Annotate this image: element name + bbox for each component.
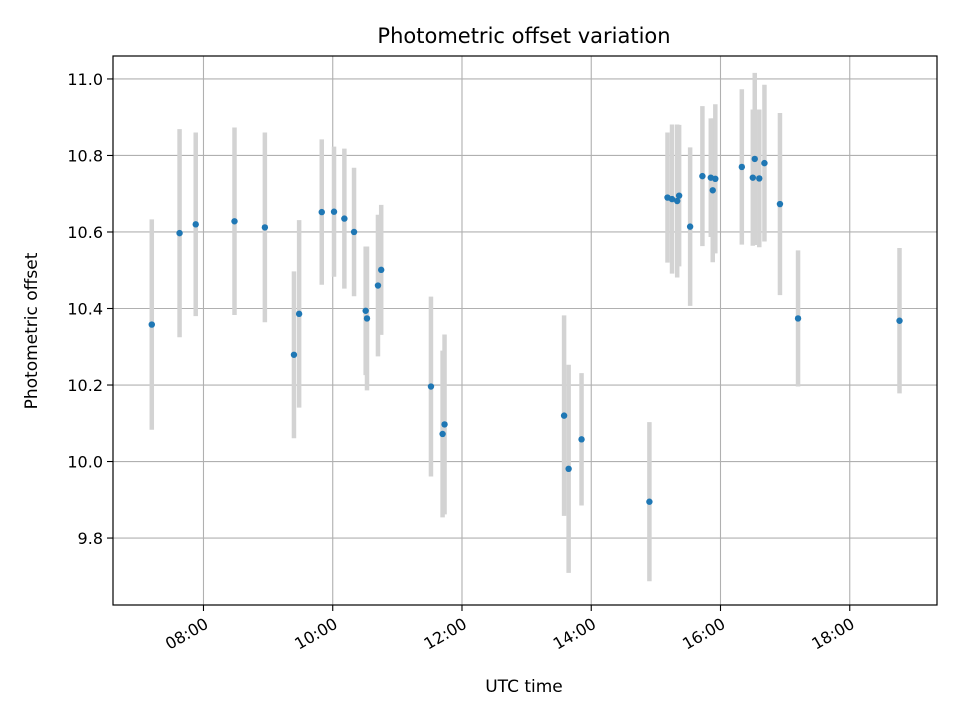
data-point	[148, 321, 155, 328]
data-point	[318, 208, 325, 216]
y-tick-label: 9.8	[78, 529, 103, 548]
y-axis-label: Photometric offset	[22, 252, 42, 409]
data-point	[565, 465, 572, 473]
data-point	[896, 317, 903, 324]
data-point	[646, 498, 653, 505]
data-point	[776, 200, 784, 208]
data-point	[378, 266, 385, 274]
error-bars	[149, 72, 902, 582]
data-point	[362, 307, 369, 314]
data-point	[686, 223, 694, 230]
data-point	[560, 412, 568, 419]
data-point	[709, 187, 716, 194]
data-point	[673, 197, 681, 205]
data-point	[363, 315, 371, 322]
data-point	[761, 159, 768, 167]
x-axis-ticks: 08:00 10:00 12:00 14:00 16:00 18:00	[162, 605, 858, 654]
x-tick-label: 10:00	[291, 614, 340, 654]
data-point	[350, 228, 358, 236]
y-axis-ticks: 9.8 10.0 10.2 10.4 10.6 10.8 11.0	[67, 70, 113, 548]
data-point	[374, 282, 382, 289]
data-point	[712, 175, 719, 183]
data-point	[751, 155, 758, 163]
x-tick-label: 12:00	[421, 614, 470, 654]
chart-title: Photometric offset variation	[377, 24, 670, 48]
x-tick-label: 08:00	[162, 614, 211, 654]
data-point	[439, 430, 446, 438]
x-tick-label: 16:00	[679, 614, 728, 654]
data-point	[341, 215, 348, 222]
data-point	[675, 192, 683, 199]
data-point	[330, 208, 338, 215]
data-point	[699, 172, 706, 180]
data-point	[578, 436, 585, 443]
x-tick-label: 18:00	[808, 614, 857, 654]
data-point	[756, 175, 763, 182]
x-axis-label: UTC time	[485, 677, 563, 697]
y-tick-label: 10.0	[67, 453, 103, 472]
y-tick-label: 10.4	[67, 300, 103, 319]
data-point	[749, 174, 757, 181]
data-point	[231, 218, 238, 225]
y-tick-label: 10.2	[67, 376, 103, 395]
data-point	[176, 229, 183, 237]
data-point	[261, 224, 269, 231]
x-tick-label: 14:00	[550, 614, 599, 654]
data-point	[738, 163, 746, 171]
plot-frame	[112, 55, 938, 606]
y-tick-label: 11.0	[67, 70, 103, 89]
data-point	[794, 315, 802, 322]
data-point	[295, 310, 303, 318]
data-point	[427, 383, 435, 390]
y-tick-label: 10.8	[67, 146, 103, 165]
data-points	[148, 155, 903, 505]
data-point	[668, 195, 676, 203]
y-tick-label: 10.6	[67, 223, 103, 242]
data-point	[441, 421, 448, 428]
data-point	[290, 351, 298, 358]
data-point	[192, 221, 199, 228]
